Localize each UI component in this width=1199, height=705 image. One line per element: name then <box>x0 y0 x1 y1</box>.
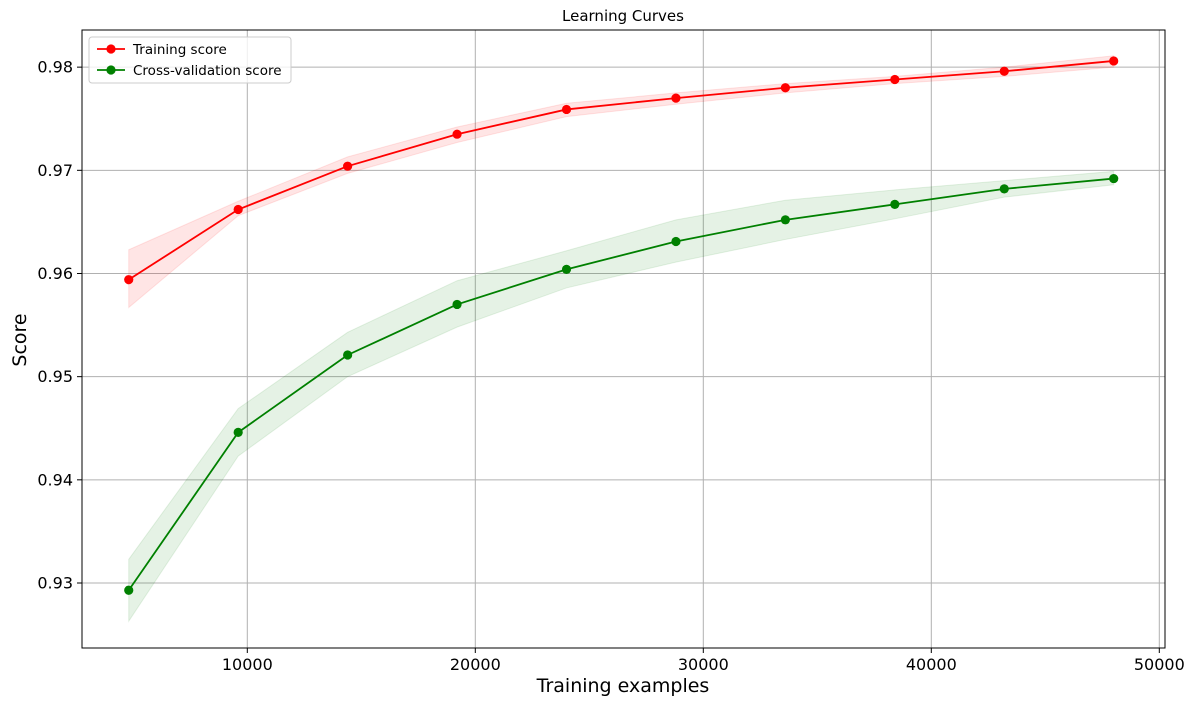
cross-validation-score-point <box>343 350 353 360</box>
cross-validation-score-band <box>128 170 1115 623</box>
x-tick-label: 30000 <box>678 655 729 674</box>
series-markers <box>124 56 1119 595</box>
legend-label: Cross-validation score <box>133 63 282 79</box>
x-tick-label: 10000 <box>222 655 273 674</box>
y-tick-label: 0.96 <box>37 264 73 283</box>
training-score-point <box>452 129 462 139</box>
training-score-point <box>671 93 681 103</box>
series-lines <box>128 60 1114 591</box>
legend-box <box>88 36 292 84</box>
legend-marker <box>106 44 116 54</box>
axis-ticks: 10000 20000 30000 40000 50000 0.93 0.94 0.95 0.9… <box>37 58 1184 674</box>
y-tick-label: 0.97 <box>37 161 73 180</box>
cross-validation-score-point <box>233 427 243 437</box>
y-axis-label: Score <box>9 313 31 366</box>
training-score-line <box>128 60 1114 281</box>
cross-validation-score-point <box>890 199 900 209</box>
y-tick-label: 0.93 <box>37 574 73 593</box>
cross-validation-score-point <box>1109 173 1119 184</box>
x-axis-label: Training examples <box>536 675 710 697</box>
y-tick-label: 0.95 <box>37 367 73 386</box>
x-tick-label: 50000 <box>1134 655 1185 674</box>
training-score-point <box>233 204 243 215</box>
plot-frame <box>81 29 1166 649</box>
training-score-point <box>561 104 572 115</box>
y-tick-label: 0.94 <box>37 470 73 489</box>
legend-label: Training score <box>132 42 227 58</box>
x-tick-label: 20000 <box>450 655 501 674</box>
cross-validation-score-point <box>999 184 1009 194</box>
grid-lines <box>82 30 1165 648</box>
cross-validation-score-point <box>452 299 462 310</box>
y-tick-label: 0.98 <box>37 58 73 77</box>
training-score-point <box>343 161 353 171</box>
training-score-band <box>128 55 1115 309</box>
cross-validation-score-point <box>124 585 134 595</box>
x-tick-label: 40000 <box>906 655 957 674</box>
cross-validation-score-point <box>671 236 681 247</box>
chart-title: Learning Curves <box>562 7 684 25</box>
training-score-point <box>124 275 134 285</box>
cross-validation-score-point <box>561 264 572 274</box>
confidence-bands <box>128 55 1115 623</box>
cross-validation-score-line <box>128 177 1114 591</box>
training-score-point <box>1109 56 1119 66</box>
legend: Training score Cross-validation score <box>88 36 292 84</box>
training-score-point <box>890 74 900 85</box>
cross-validation-score-point <box>780 215 790 225</box>
legend-marker <box>106 65 116 75</box>
training-score-point <box>780 83 790 93</box>
training-score-point <box>999 66 1009 76</box>
